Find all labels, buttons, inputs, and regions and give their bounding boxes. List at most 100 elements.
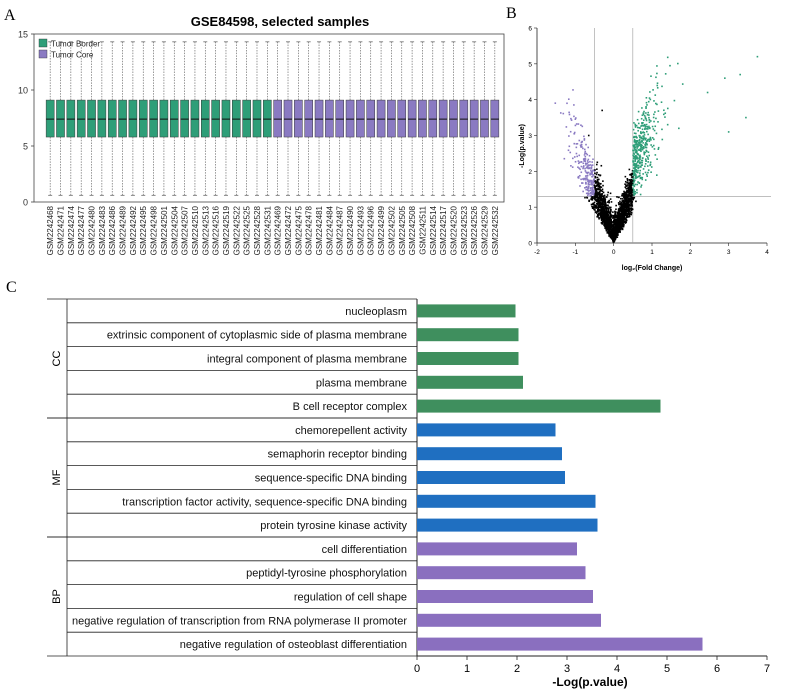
volcano-point (653, 113, 655, 116)
volcano-point (634, 160, 636, 162)
volcano-point (584, 162, 587, 165)
volcano-point (640, 125, 642, 127)
volcano-point (621, 193, 624, 195)
volcano-point (602, 199, 605, 202)
volcano-point (642, 124, 645, 127)
volcano-point (614, 226, 616, 228)
volcano-point (597, 182, 600, 184)
volcano-point (605, 229, 608, 232)
volcano-point (592, 169, 594, 172)
volcano-point (574, 118, 577, 120)
go-term-label: B cell receptor complex (293, 401, 408, 413)
volcano-point (587, 182, 590, 185)
volcano-point (625, 200, 628, 203)
volcano-point (619, 225, 621, 228)
volcano-point (626, 194, 629, 196)
volcano-point (600, 222, 603, 224)
volcano-point (633, 179, 636, 182)
volcano-point (635, 148, 637, 151)
volcano-point (633, 144, 636, 146)
volcano-point (584, 150, 587, 153)
box-GSM2242526 (469, 99, 479, 138)
volcano-point (664, 73, 667, 75)
volcano-point (575, 123, 578, 125)
volcano-point (596, 179, 599, 182)
volcano-point (587, 186, 590, 188)
volcano-point (623, 203, 625, 205)
volcano-point (622, 225, 625, 228)
volcano-point (626, 197, 629, 199)
volcano-point (591, 196, 593, 199)
volcano-point (610, 231, 612, 234)
volcano-point (640, 146, 643, 149)
volcano-point (629, 192, 631, 195)
volcano-point (620, 215, 622, 217)
volcano-point (615, 216, 617, 218)
volcano-point (587, 180, 589, 183)
volcano-point (617, 209, 620, 212)
box-GSM2242486 (107, 99, 117, 138)
volcano-point (616, 231, 619, 233)
volcano-point (637, 110, 640, 113)
volcano-point (591, 198, 594, 201)
volcano-x-label: log₂(Fold Change) (622, 265, 683, 272)
go-x-tick-label: 2 (514, 663, 520, 675)
volcano-x-tick-label: 2 (689, 249, 693, 256)
volcano-point (633, 180, 635, 183)
volcano-point (600, 213, 602, 215)
volcano-point (584, 158, 587, 160)
volcano-point (632, 178, 634, 180)
box-GSM2242471 (56, 99, 65, 138)
volcano-point (623, 214, 626, 217)
volcano-point (610, 220, 612, 222)
volcano-point (592, 179, 595, 181)
volcano-point (595, 173, 598, 176)
volcano-point (640, 136, 642, 139)
volcano-point (577, 162, 580, 165)
volcano-point (611, 214, 613, 217)
volcano-point (681, 83, 684, 85)
volcano-point (632, 174, 635, 177)
volcano-point (616, 236, 619, 238)
volcano-point (619, 209, 621, 211)
volcano-point (606, 206, 608, 209)
volcano-point (635, 177, 637, 180)
volcano-point (595, 207, 597, 209)
volcano-point (641, 161, 643, 164)
volcano-point (635, 162, 638, 165)
boxplot-x-tick-label: GSM2242526 (470, 205, 479, 255)
volcano-point (594, 169, 596, 171)
boxplot-x-tick-label: GSM2242531 (263, 205, 272, 255)
volcano-point (594, 199, 597, 201)
volcano-point (605, 223, 607, 226)
volcano-point (641, 138, 643, 140)
volcano-point (629, 185, 631, 188)
volcano-point (604, 198, 607, 201)
volcano-point (636, 126, 639, 129)
volcano-point (601, 205, 604, 207)
volcano-point (654, 94, 657, 96)
volcano-point (589, 192, 592, 195)
volcano-point (599, 195, 601, 197)
volcano-point (630, 194, 633, 196)
volcano-point (567, 149, 570, 152)
volcano-point (648, 121, 651, 124)
volcano-point (591, 161, 593, 163)
volcano-point (602, 210, 605, 213)
volcano-point (584, 155, 587, 158)
volcano-point (621, 198, 624, 200)
boxplot-x-tick-label: GSM2242501 (160, 205, 169, 255)
volcano-point (623, 193, 626, 196)
volcano-point (633, 141, 636, 143)
volcano-point (657, 146, 660, 149)
volcano-point (645, 149, 648, 152)
volcano-point (634, 155, 637, 157)
volcano-point (590, 203, 593, 206)
volcano-point (600, 219, 603, 222)
volcano-point (576, 155, 578, 158)
volcano-point (586, 153, 589, 156)
volcano-point (580, 143, 583, 146)
volcano-point (601, 188, 604, 191)
volcano-point (624, 211, 627, 214)
volcano-point (618, 209, 621, 212)
